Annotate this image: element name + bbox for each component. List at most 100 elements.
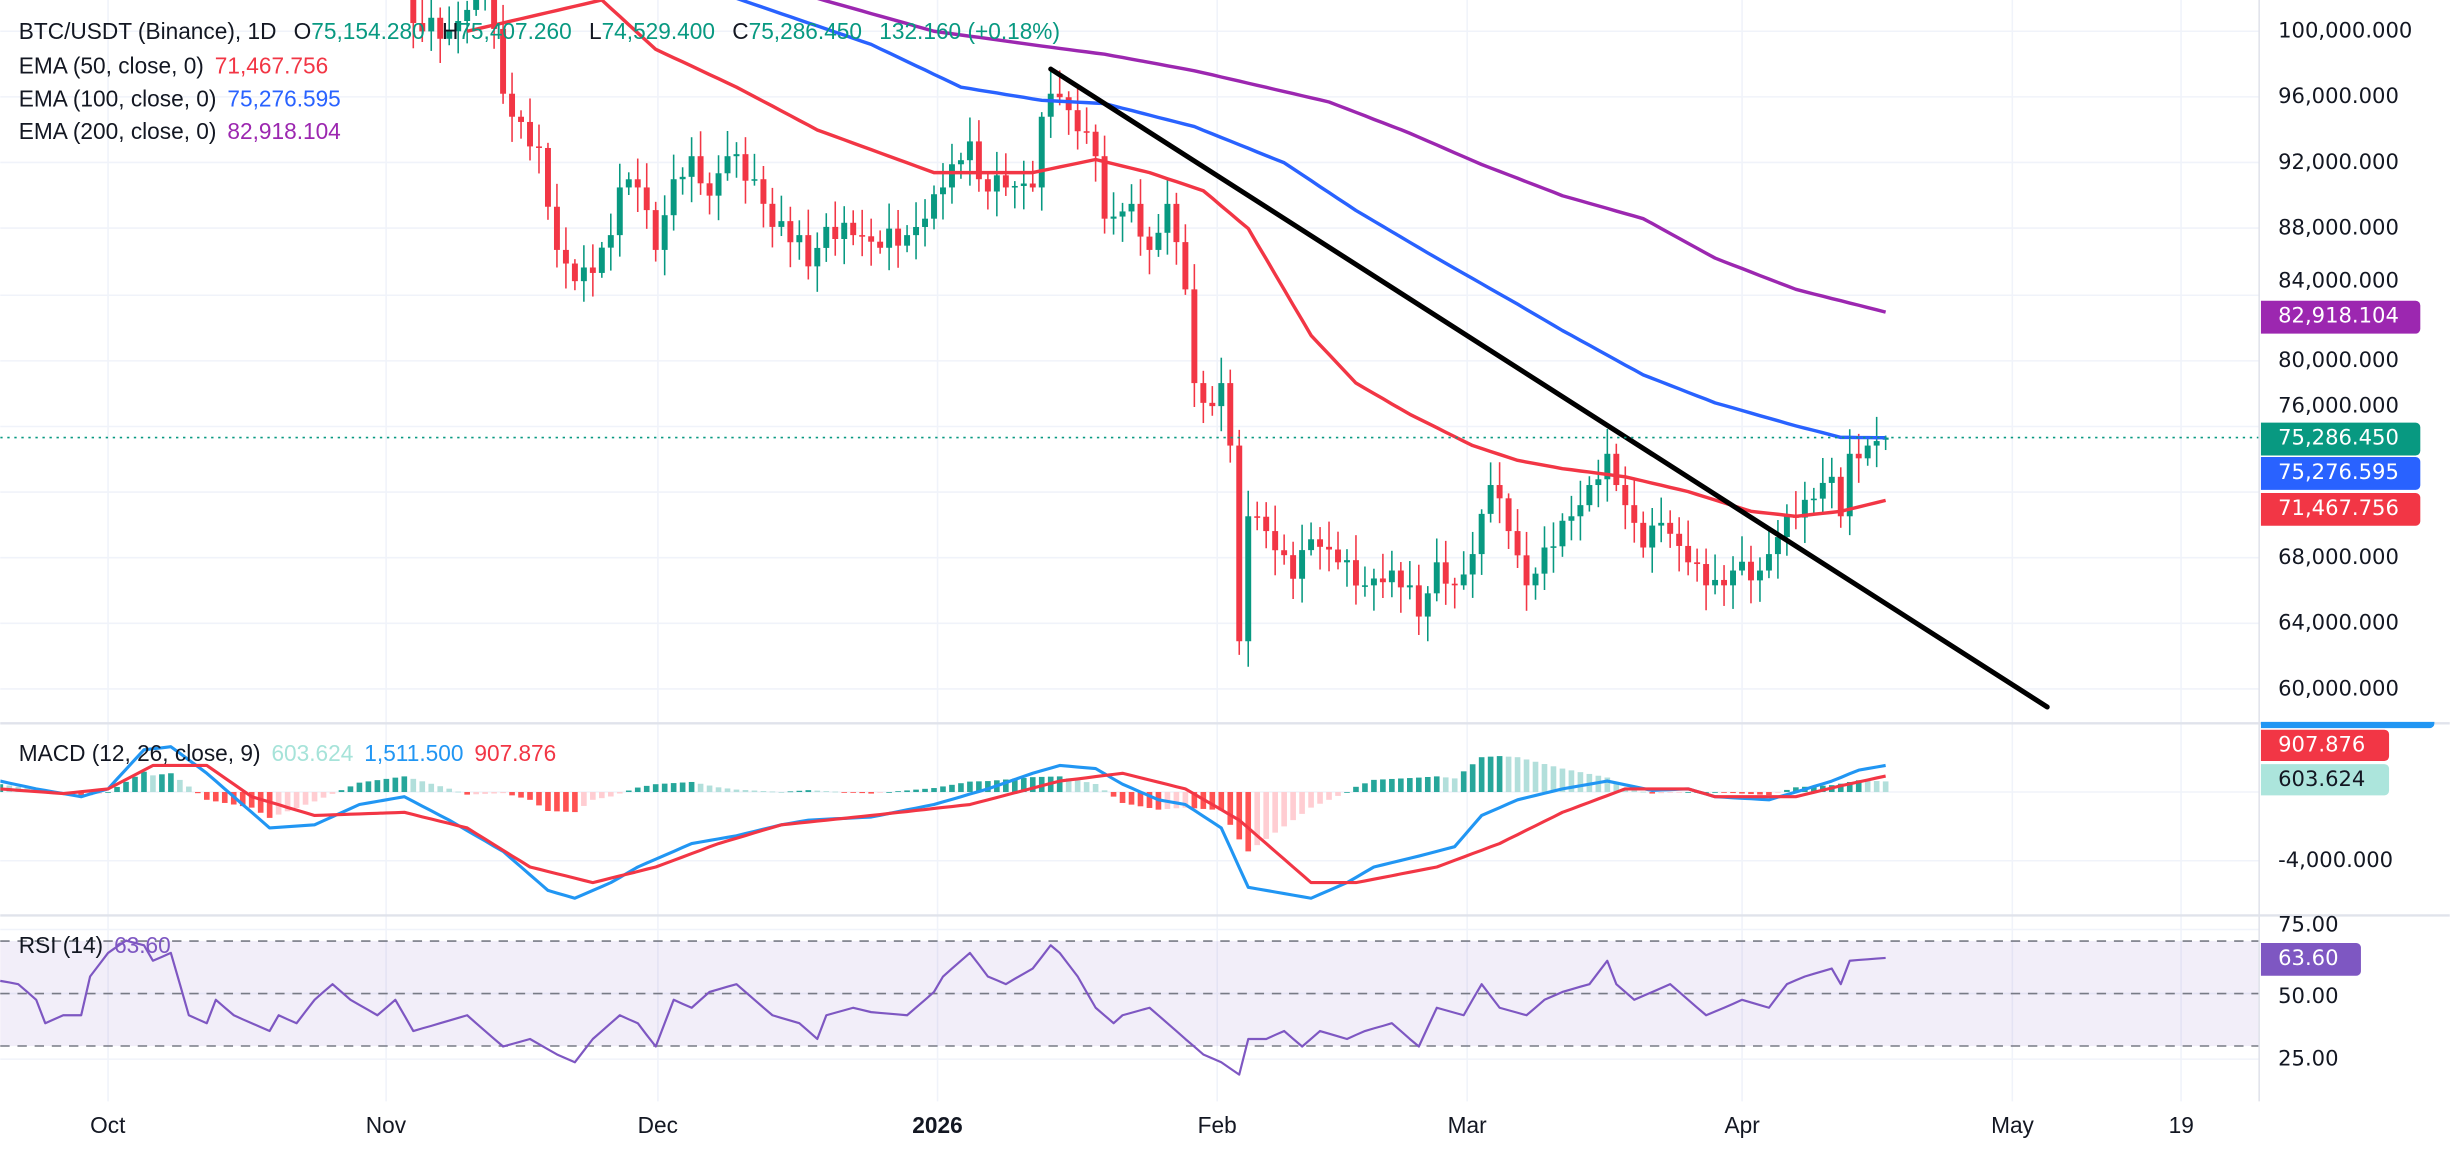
candle-body (1200, 383, 1207, 403)
ema100-label: EMA (100, close, 0) (18, 87, 217, 113)
price-tick: 100,000.000 (2278, 18, 2413, 44)
candle-body (769, 203, 776, 227)
candle-body (1164, 203, 1171, 233)
candle-body (1469, 554, 1476, 575)
macd-histogram-bar (1757, 792, 1763, 795)
macd-histogram-bar (212, 792, 219, 802)
macd-histogram-bar (688, 781, 695, 793)
macd-histogram-bar (868, 792, 874, 794)
macd-histogram-bar (141, 771, 147, 793)
macd-histogram-bar (1236, 792, 1243, 840)
candle-body (625, 179, 632, 188)
ema200-price-badge: 82,918.104 (2260, 300, 2421, 334)
macd-histogram-bar (563, 792, 569, 812)
candle-body (527, 121, 533, 147)
candle-body (1020, 183, 1027, 186)
macd-histogram-bar (1667, 792, 1673, 793)
candle-body (1478, 513, 1485, 555)
macd-histogram-bar (1380, 779, 1386, 793)
macd-histogram-bar (1811, 786, 1817, 793)
candle-body (553, 206, 560, 250)
ema200-legend[interactable]: EMA (200, close, 0) 82,918.104 (19, 119, 341, 147)
candle-body (1002, 175, 1009, 188)
macd-histogram-bar (1559, 768, 1566, 793)
candle-body (643, 187, 650, 211)
candle-body (1361, 585, 1368, 587)
macd-histogram-bar (500, 792, 506, 794)
macd-legend[interactable]: MACD (12, 26, close, 9) 603.624 1,511.500 9… (19, 741, 557, 769)
macd-histogram-bar (347, 786, 354, 793)
candle-body (1281, 550, 1288, 556)
macd-histogram-bar (266, 792, 273, 818)
rsi-legend[interactable]: RSI (14) 63.60 (19, 933, 171, 961)
macd-histogram-bar (1649, 792, 1656, 794)
macd-histogram-bar (1748, 792, 1754, 795)
candle-body (1415, 585, 1422, 617)
macd-histogram-bar (976, 781, 982, 793)
candle-body (509, 93, 516, 117)
candle-body (1846, 453, 1853, 517)
candle-body (832, 226, 839, 239)
price-tick: 80,000.000 (2278, 348, 2399, 374)
candle-body (1774, 537, 1781, 555)
candle-body (1451, 583, 1458, 586)
candle-body (787, 221, 794, 243)
candle-body (518, 116, 524, 122)
macd-histogram-bar (697, 783, 704, 793)
ema100-legend[interactable]: EMA (100, close, 0) 75,276.595 (19, 86, 341, 114)
macd-histogram-bar (365, 781, 372, 793)
macd-histogram-bar (1577, 772, 1584, 793)
macd-histogram-bar (1766, 792, 1772, 796)
macd-histogram-bar (1398, 778, 1404, 793)
high-label: H (441, 20, 459, 46)
candle-body (1550, 546, 1557, 548)
ema50-legend[interactable]: EMA (50, close, 0) 71,467.756 (19, 53, 328, 81)
symbol-legend[interactable]: BTC/USDT (Binance), 1D O75,154.280 H75,4… (19, 19, 1060, 47)
macd-histogram-bar (1299, 792, 1305, 814)
candle-body (473, 0, 480, 10)
candle-body (859, 235, 866, 237)
macd-histogram-bar (1451, 778, 1458, 793)
candle-body (1442, 562, 1449, 584)
rsi-tick: 25.00 (2278, 1046, 2339, 1072)
candle-body (1864, 445, 1871, 459)
candle-body (1703, 564, 1710, 586)
macd-histogram-bar (536, 792, 542, 806)
candle-body (697, 156, 704, 184)
candle-body (1065, 97, 1072, 111)
price-tick: 76,000.000 (2278, 393, 2399, 419)
macd-histogram-bar (931, 788, 937, 793)
candle-body (1712, 579, 1719, 586)
candle-body (1730, 570, 1736, 586)
ema100-price-badge: 75,276.595 (2260, 457, 2421, 490)
macd-histogram-bar (150, 775, 156, 793)
candle-body (1433, 562, 1440, 594)
candle-body (580, 267, 587, 282)
macd-histogram-bar (706, 785, 713, 793)
macd-signal-badge: 907.876 (2260, 729, 2390, 761)
candle-body (1038, 116, 1045, 188)
macd-histogram-bar (1730, 792, 1736, 794)
candle-body (1317, 539, 1324, 547)
candle-body (1254, 516, 1261, 518)
macd-signal-line (0, 763, 1886, 885)
candle-body (1577, 505, 1584, 517)
macd-histogram-bar (1371, 779, 1377, 793)
symbol-title: BTC/USDT (Binance), 1D (18, 20, 277, 46)
macd-histogram-bar (940, 786, 946, 793)
candle-body (1496, 485, 1503, 499)
macd-histogram-bar (1263, 792, 1269, 839)
macd-histogram-bar (643, 785, 650, 793)
macd-histogram-bar (985, 781, 991, 793)
candle-body (1352, 560, 1359, 586)
candle-body (500, 28, 507, 94)
macd-histogram-bar (1182, 792, 1189, 808)
candle-body (1505, 498, 1512, 532)
macd-histogram-bar (1173, 792, 1180, 809)
macd-histogram-bar (527, 792, 533, 800)
candle-body (1783, 516, 1790, 538)
candle-body (975, 141, 982, 180)
candle-body (1739, 561, 1745, 571)
